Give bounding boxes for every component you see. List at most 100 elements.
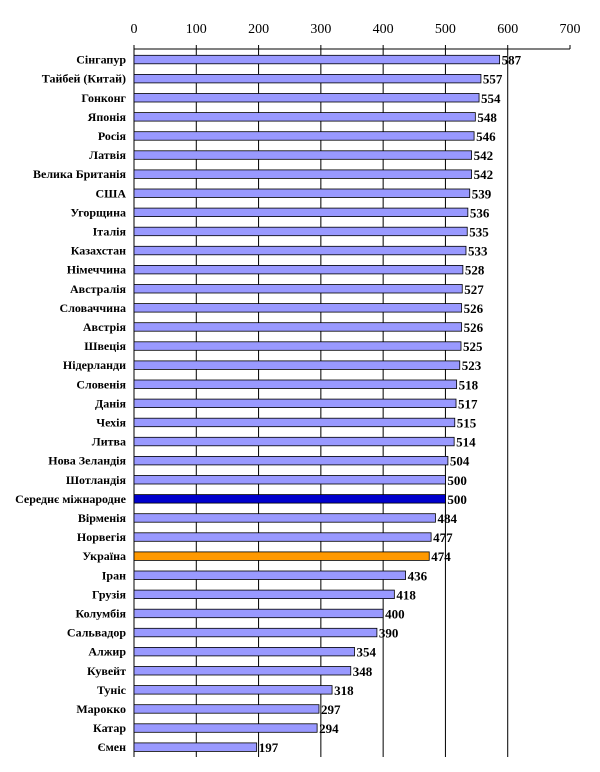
bar (133, 455, 449, 466)
x-tick-label: 200 (248, 22, 269, 37)
bar (133, 723, 318, 733)
value-label: 528 (465, 263, 485, 278)
value-label: 400 (385, 606, 405, 621)
value-label: 500 (447, 473, 467, 488)
value-label: 474 (431, 549, 451, 564)
category-label: Словенія (76, 377, 126, 391)
category-label: Латвія (89, 148, 126, 162)
value-label: 542 (474, 148, 494, 163)
category-label: Угорщина (70, 205, 126, 219)
category-label: Україна (82, 549, 126, 563)
value-label: 504 (450, 454, 470, 469)
value-label: 525 (463, 339, 483, 354)
bar (133, 93, 480, 103)
bar (133, 264, 464, 275)
category-label: Шотландія (66, 473, 127, 487)
bar (133, 303, 463, 313)
value-label: 546 (476, 129, 496, 144)
value-label: 554 (481, 91, 501, 106)
category-label: Грузія (92, 587, 127, 601)
category-label: Австралія (70, 282, 127, 296)
bars (133, 54, 501, 752)
value-label: 354 (356, 645, 376, 660)
value-label: 526 (464, 301, 484, 316)
category-label: Туніс (97, 683, 127, 697)
category-label: Гонконг (81, 91, 126, 105)
value-label: 526 (464, 320, 484, 335)
x-tick-label: 700 (560, 22, 581, 37)
category-label: Катар (93, 721, 126, 735)
category-label: Алжир (88, 645, 126, 659)
category-label: Сальвадор (67, 626, 126, 640)
category-label: Італія (93, 224, 127, 238)
bar (133, 608, 384, 619)
bar (133, 74, 482, 84)
value-label: 484 (437, 511, 457, 526)
bar (133, 360, 461, 370)
x-tick-label: 600 (497, 22, 518, 37)
bar (133, 341, 462, 351)
value-label: 587 (502, 53, 522, 68)
bar (133, 647, 355, 657)
bar (133, 532, 432, 542)
bar (133, 398, 457, 409)
bar (133, 54, 501, 65)
value-labels: 587 557 554 548 546 542 542 539 536 535 533 528 527 5… (259, 53, 522, 756)
bar (133, 436, 455, 447)
category-label: Нідерланди (63, 358, 126, 372)
category-label: Японія (88, 110, 127, 124)
value-label: 477 (433, 530, 453, 545)
category-label: Швеція (84, 339, 126, 353)
category-label: Словаччина (60, 301, 126, 315)
category-label: Чехія (96, 415, 126, 429)
category-label: Тайбей (Китай) (42, 72, 126, 86)
value-label: 517 (458, 396, 478, 411)
x-tick-label: 300 (310, 22, 331, 37)
value-label: 514 (456, 435, 476, 450)
value-label: 523 (462, 358, 482, 373)
value-label: 500 (447, 492, 467, 507)
bar (133, 666, 352, 676)
x-axis: 0 100 200 300 400 500 600 700 (131, 22, 581, 757)
bar (133, 742, 258, 752)
category-label: Німеччина (67, 263, 126, 277)
category-label: Марокко (76, 702, 126, 716)
category-label: Кувейт (87, 664, 126, 678)
category-label: Литва (92, 435, 126, 449)
x-tick-label: 400 (373, 22, 394, 37)
value-label: 418 (396, 587, 416, 602)
value-label: 539 (472, 186, 492, 201)
category-label: Колумбія (75, 606, 126, 620)
bar (133, 322, 463, 332)
value-label: 390 (379, 626, 399, 641)
bar (133, 169, 472, 179)
value-label: 527 (464, 282, 484, 297)
bar (133, 513, 436, 523)
bar (133, 685, 333, 695)
category-label: Казахстан (71, 244, 126, 258)
category-label: Росія (98, 129, 127, 143)
value-label: 536 (470, 205, 490, 220)
value-label: 197 (259, 740, 279, 755)
bar (133, 112, 476, 122)
category-label: Данія (95, 396, 127, 410)
value-label: 557 (483, 72, 503, 87)
value-label: 533 (468, 244, 488, 259)
value-label: 515 (457, 415, 477, 430)
category-label: Середнє міжнародне (15, 492, 127, 506)
value-label: 294 (319, 721, 339, 736)
bar (133, 589, 395, 599)
value-label: 297 (321, 702, 341, 717)
category-label: Ємен (97, 740, 126, 754)
value-label: 548 (477, 110, 497, 125)
bar (133, 417, 456, 428)
value-label: 542 (474, 167, 494, 182)
value-label: 318 (334, 683, 354, 698)
bar (133, 704, 320, 714)
value-label: 535 (469, 224, 489, 239)
x-tick-label: 0 (131, 22, 138, 37)
bar (133, 188, 471, 198)
category-label: Норвегія (77, 530, 127, 544)
category-label: Іран (102, 568, 126, 582)
